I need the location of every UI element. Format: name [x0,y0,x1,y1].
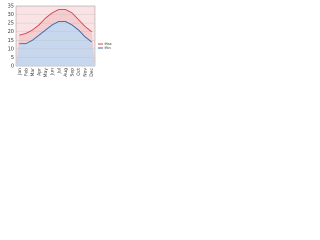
line [19,20,92,45]
x-tick-label: Oct [76,68,82,76]
y-tick-label: 5 [11,55,14,61]
x-tick-label: Nov [83,68,89,77]
y-tick-label: 30 [8,12,14,18]
x-tick-label: Jun [50,68,56,76]
x-tick-label: Sep [69,68,75,77]
y-tick-label: 10 [8,46,14,52]
x-tick-label: Jan [17,68,23,76]
area [16,21,95,66]
x-tick-label: Apr [37,68,43,76]
y-tick-label: 0 [11,64,14,70]
legend-label: Max [105,42,112,46]
y-tick-label: 35 [8,4,14,10]
x-tick-label: Aug [63,68,69,77]
x-tick-label: Dec [89,67,95,76]
y-tick-label: 25 [8,21,14,27]
x-tick-label: May [43,68,49,78]
y-tick-label: 15 [8,38,14,44]
legend-label: Min [105,46,111,50]
line [19,8,92,36]
chart: 0 5 10 15 20 25 30 35 Jan Feb Mar Apr May Jun Jul Aug Se… [8,4,112,78]
x-tick-label: Jul [56,68,62,74]
x-tick-label: Mar [30,68,36,77]
x-tick-label: Feb [23,68,29,76]
y-tick-label: 20 [8,29,14,35]
